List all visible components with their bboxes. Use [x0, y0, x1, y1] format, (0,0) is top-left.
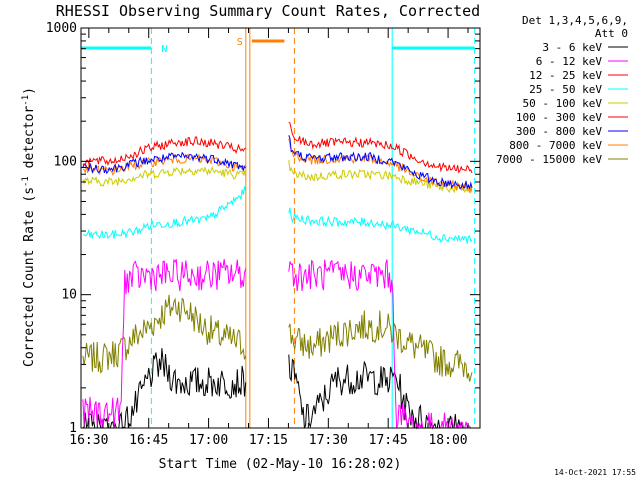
y-tick-label: 10 — [61, 288, 77, 303]
annotation-layer: NS — [80, 28, 476, 428]
series-line — [288, 259, 472, 430]
night-label: N — [161, 44, 167, 55]
y-axis-label: Corrected Count Rate (s-1 detector-1) — [21, 87, 37, 367]
series-layer — [82, 121, 473, 430]
x-tick-label: 16:45 — [129, 433, 168, 448]
saa-label: S — [237, 37, 243, 48]
y-tick-label: 1 — [69, 421, 77, 436]
series-line — [288, 310, 473, 382]
x-tick-label: 18:00 — [428, 433, 467, 448]
y-tick-label: 100 — [54, 154, 77, 169]
x-tick-label: 17:00 — [189, 433, 228, 448]
legend-header: Att 0 — [595, 27, 628, 40]
x-tick-label: 16:30 — [69, 433, 108, 448]
series-line — [288, 135, 473, 190]
legend-entry-label: 25 - 50 keV — [529, 83, 602, 96]
legend-entry-label: 12 - 25 keV — [529, 69, 602, 82]
series-line — [82, 151, 247, 175]
series-line — [82, 153, 247, 176]
series-line — [288, 121, 473, 174]
legend-entry-label: 800 - 7000 keV — [509, 139, 602, 152]
footer-date: 14-Oct-2021 17:55 — [554, 468, 636, 477]
legend-entry-label: 3 - 6 keV — [542, 41, 602, 54]
series-line — [288, 160, 473, 195]
chart-title: RHESSI Observing Summary Count Rates, Co… — [56, 2, 480, 20]
x-tick-label: 17:30 — [309, 433, 348, 448]
y-tick-label: 1000 — [46, 21, 77, 36]
plot-frame — [80, 27, 481, 429]
series-line — [82, 136, 246, 166]
series-line — [288, 207, 473, 244]
x-axis-label: Start Time (02-May-10 16:28:02) — [159, 457, 402, 472]
series-line — [82, 294, 247, 374]
series-line — [288, 354, 464, 430]
series-line — [82, 165, 247, 188]
legend-entry-label: 100 - 300 keV — [516, 111, 602, 124]
x-tick-label: 17:15 — [249, 433, 288, 448]
legend-header: Det 1,3,4,5,6,9, — [522, 14, 628, 27]
series-line — [82, 258, 247, 429]
axes: 1 10 100 1000 16:30 16:45 17:00 17:15 17:30 17:45… — [46, 21, 481, 448]
x-tick-label: 17:45 — [369, 433, 408, 448]
legend-entry-label: 50 - 100 keV — [523, 97, 603, 110]
legend-entry-label: 6 - 12 keV — [536, 55, 603, 68]
legend-entry-label: 300 - 800 keV — [516, 125, 602, 138]
series-line — [82, 186, 247, 240]
legend-entry-label: 7000 - 15000 keV — [496, 153, 602, 166]
